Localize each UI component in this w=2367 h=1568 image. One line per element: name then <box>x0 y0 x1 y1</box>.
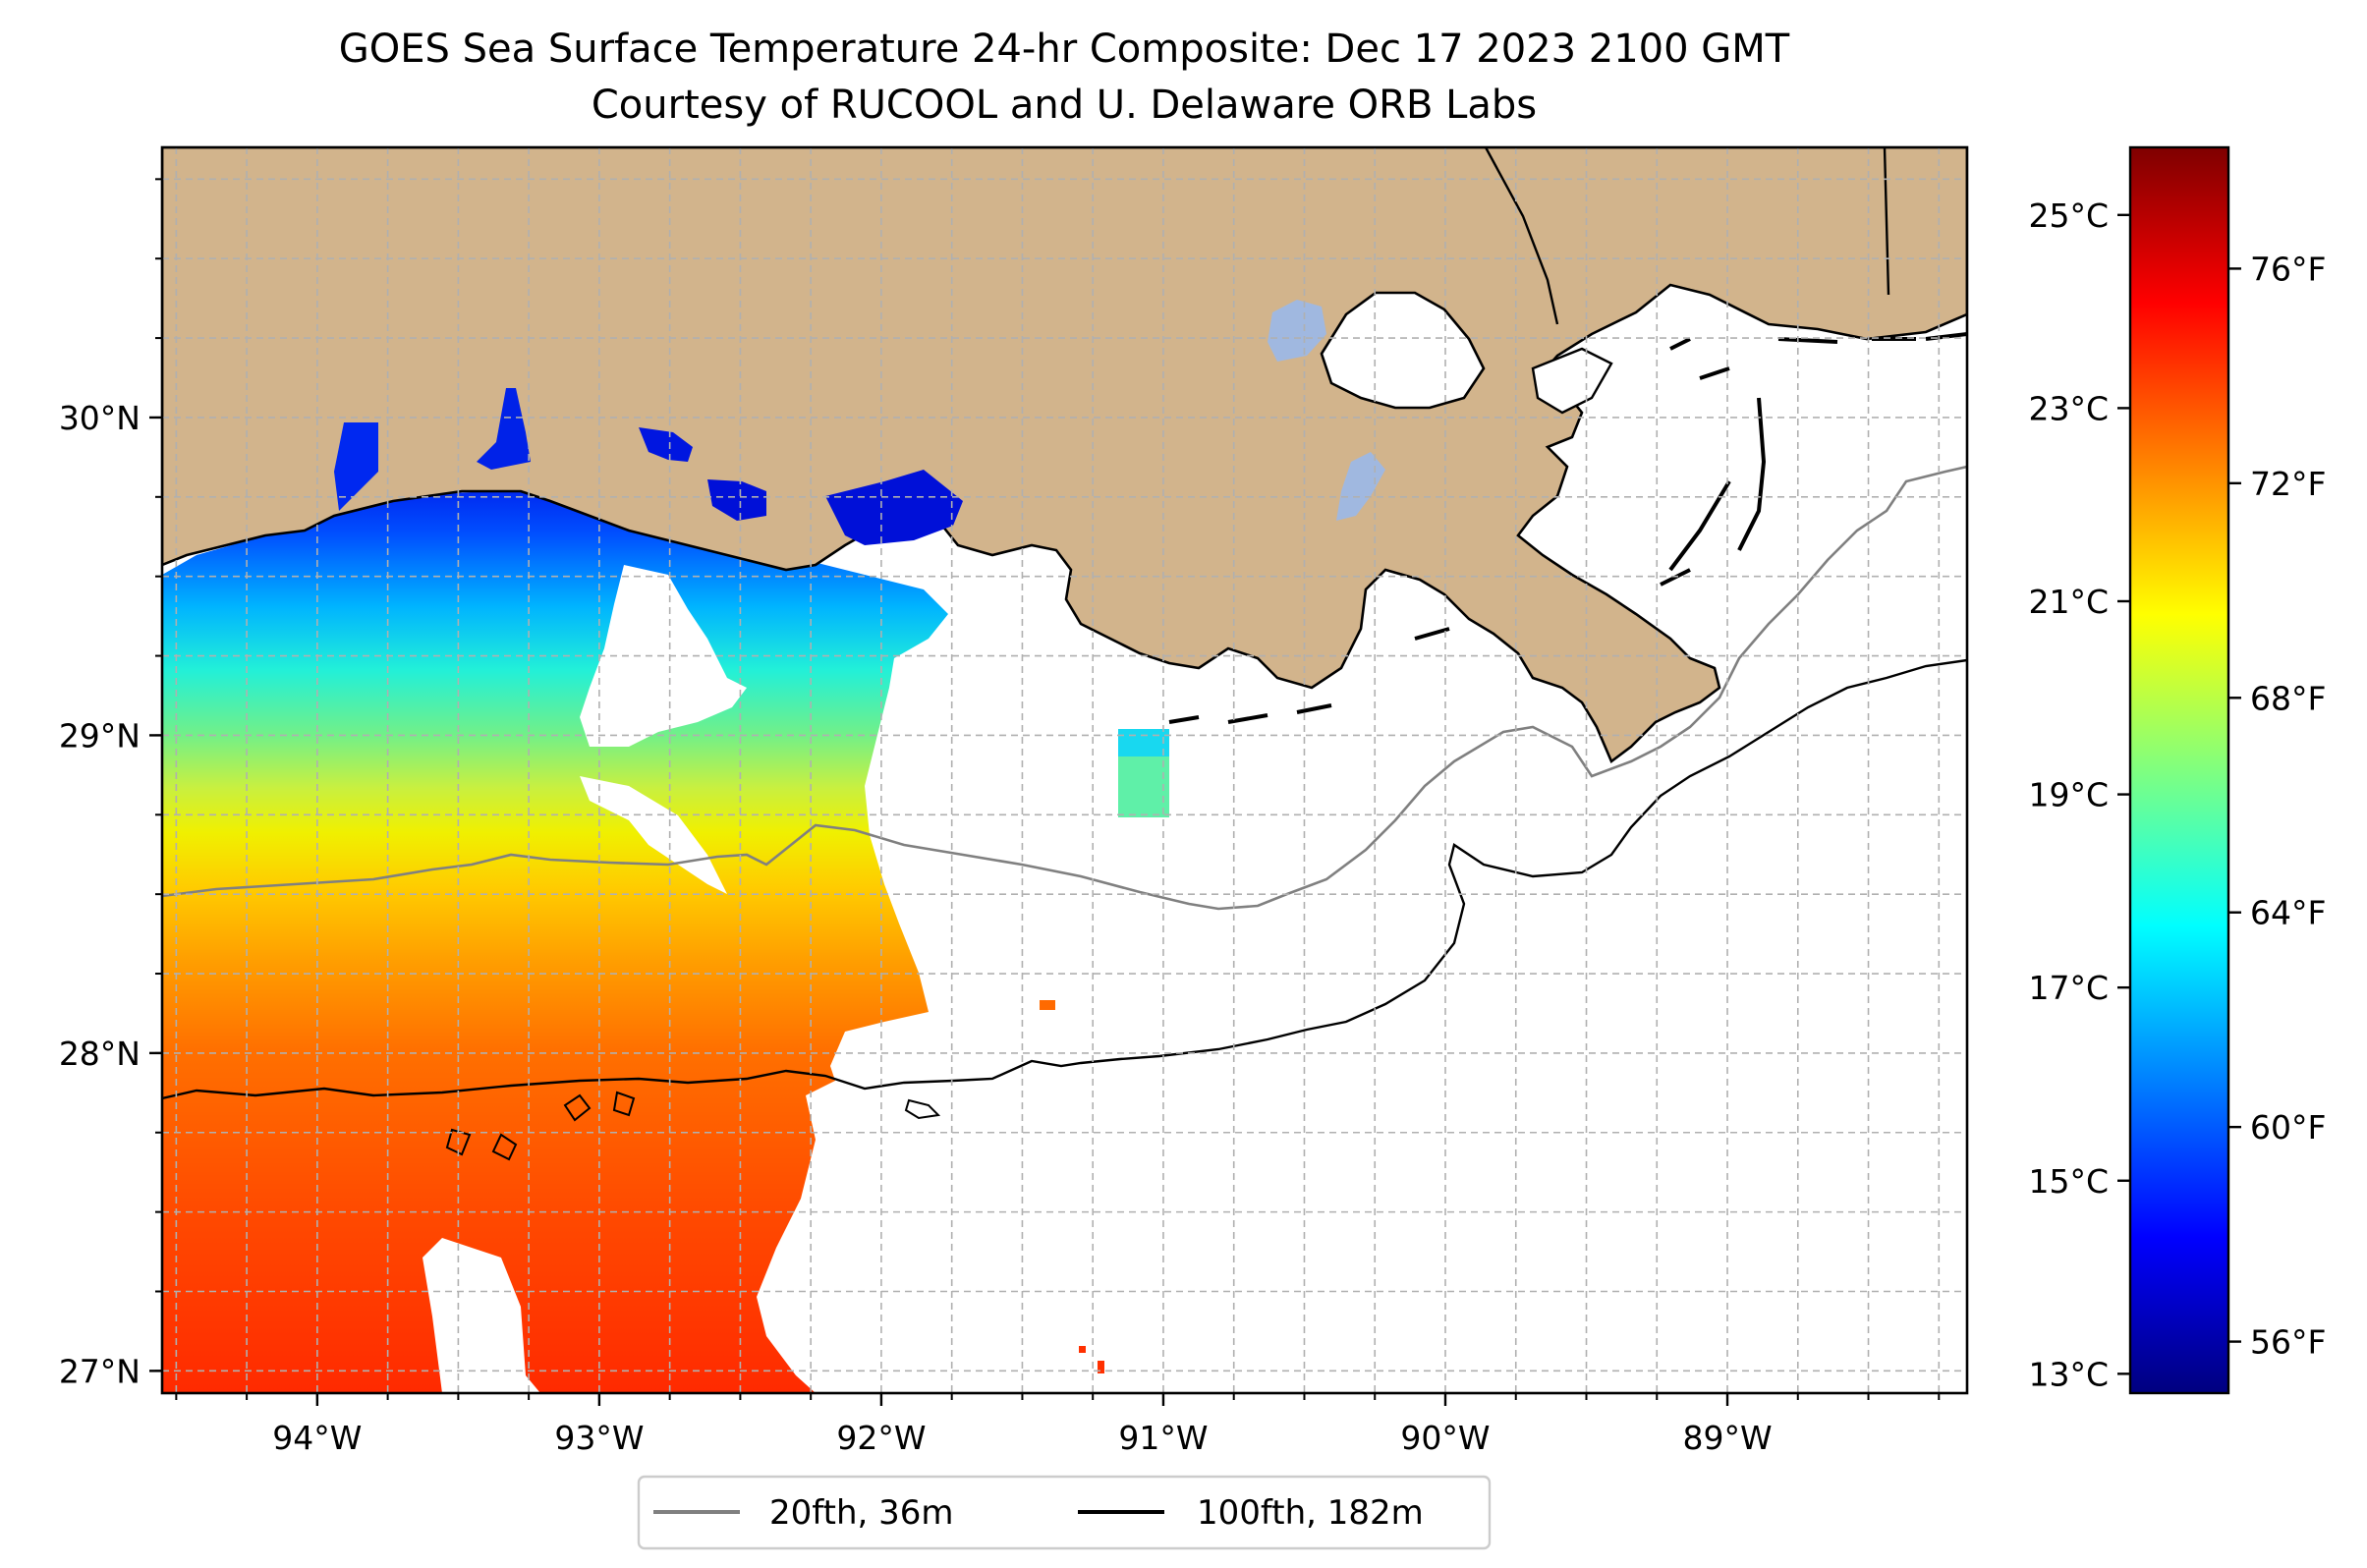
colorbar-c-label: 15°C <box>2028 1162 2109 1201</box>
contour-100fth <box>162 658 1967 1100</box>
sst-inland-bay-4 <box>707 479 766 521</box>
colorbar-f-label: 64°F <box>2250 894 2326 932</box>
sst-inland-bay-3 <box>639 427 693 462</box>
map-panel <box>160 145 1969 1395</box>
legend-box <box>637 1475 1492 1550</box>
colorbar-f-label: 60°F <box>2250 1108 2326 1147</box>
colorbar-f-label: 56°F <box>2250 1323 2326 1362</box>
lat-tick-label: 28°N <box>59 1035 141 1073</box>
colorbar-c-label: 23°C <box>2028 389 2109 427</box>
sst-inland-bay-2 <box>477 388 531 470</box>
map-subtitle: Courtesy of RUCOOL and U. Delaware ORB L… <box>592 83 1537 128</box>
lat-axis: 27°N 28°N 29°N 30°N <box>59 178 162 1390</box>
lat-tick-label: 30°N <box>59 399 141 437</box>
state-boundary <box>1484 147 1890 325</box>
colorbar-c-label: 21°C <box>2028 583 2109 621</box>
sst-field <box>162 489 948 1393</box>
legend-label-20fth: 20fth, 36m <box>769 1493 954 1533</box>
lon-tick-label: 89°W <box>1682 1419 1772 1457</box>
colorbar-f-label: 68°F <box>2250 679 2326 717</box>
colorbar-f-label: 76°F <box>2250 250 2326 288</box>
colorbar: 13°C 15°C 17°C 19°C 21°C 23°C 25°C 56°F 60°F 64°… <box>2028 145 2326 1395</box>
map-gridlines <box>162 147 1967 1393</box>
sst-inland-bay-5 <box>825 470 963 545</box>
legend-label-100fth: 100fth, 182m <box>1197 1493 1424 1533</box>
lon-axis: 94°W 93°W 92°W 91°W 90°W 89°W <box>175 1393 1941 1457</box>
sst-inland-bay-1 <box>334 422 378 511</box>
lon-tick-label: 94°W <box>272 1419 362 1457</box>
map-frame <box>160 145 1969 1395</box>
lake-borgne-bay <box>1531 347 1613 415</box>
colorbar-f-label: 72°F <box>2250 465 2326 503</box>
sst-no-data-patch <box>580 776 727 894</box>
colorbar-c-label: 25°C <box>2028 196 2109 235</box>
lat-tick-label: 29°N <box>59 716 141 755</box>
contour-legend: 20fth, 36m 100fth, 182m <box>637 1475 1492 1550</box>
contour-100fth-islets <box>445 1091 941 1161</box>
colorbar-c-label: 17°C <box>2028 969 2109 1007</box>
lake-salvador <box>1268 300 1326 362</box>
lake-cataouatche <box>1336 452 1385 521</box>
colorbar-celsius-axis: 13°C 15°C 17°C 19°C 21°C 23°C 25°C <box>2028 196 2130 1393</box>
lon-tick-label: 93°W <box>554 1419 644 1457</box>
lat-tick-label: 27°N <box>59 1352 141 1390</box>
map-title: GOES Sea Surface Temperature 24-hr Compo… <box>339 27 1790 72</box>
lon-tick-label: 90°W <box>1400 1419 1490 1457</box>
colorbar-fahrenheit-axis: 56°F 60°F 64°F 68°F 72°F 76°F <box>2228 250 2326 1362</box>
colorbar-c-label: 19°C <box>2028 776 2109 814</box>
barrier-islands <box>1168 332 1967 724</box>
colorbar-scale <box>2128 145 2230 1395</box>
lon-tick-label: 92°W <box>836 1419 926 1457</box>
colorbar-c-label: 13°C <box>2028 1355 2109 1393</box>
lon-tick-label: 91°W <box>1118 1419 1208 1457</box>
contour-20fth <box>162 465 1967 911</box>
